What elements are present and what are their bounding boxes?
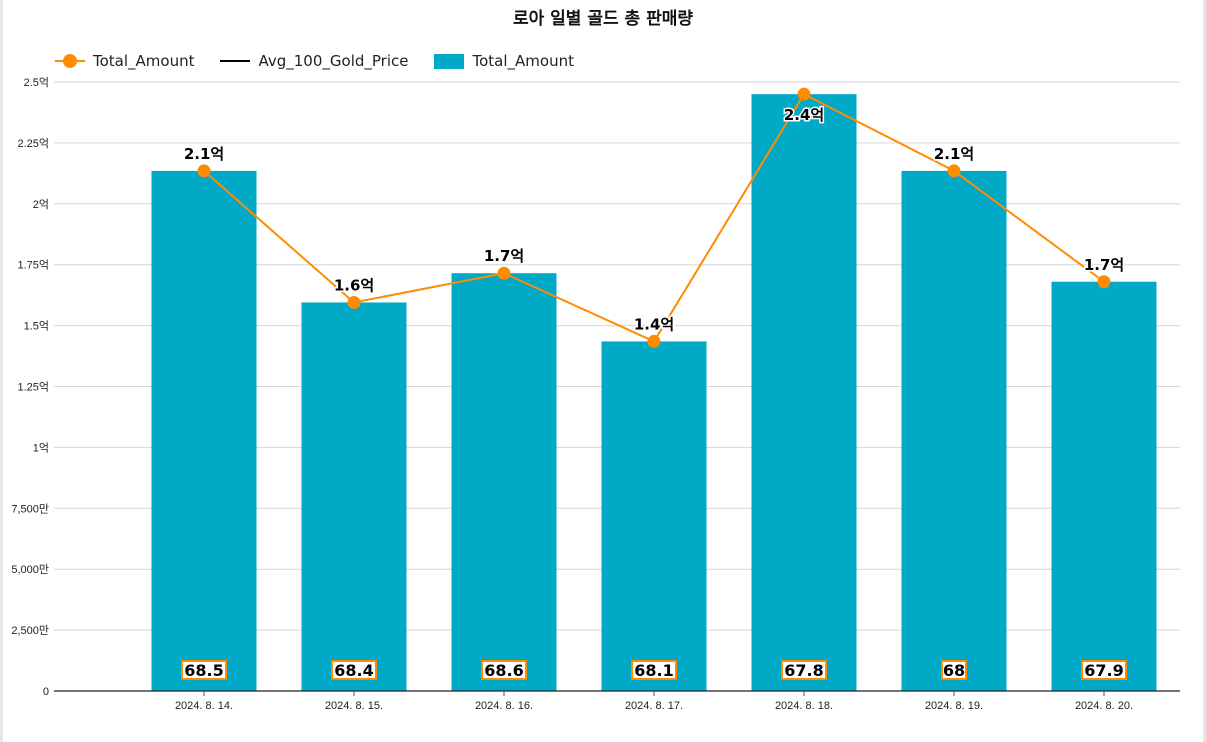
x-tick-label: 2024. 8. 20. [1075, 700, 1133, 712]
total-amount-data-label: 1.6억 [334, 276, 374, 294]
total-amount-point [497, 266, 511, 280]
y-tick-label: 2억 [33, 198, 49, 211]
bar [1051, 281, 1157, 691]
chart-title: 로아 일별 골드 총 판매량 [512, 9, 694, 29]
avg-price-data-label: 68.6 [484, 661, 523, 680]
y-tick-label: 2.25억 [17, 137, 49, 150]
frame-left-border [0, 0, 3, 742]
legend-item-total-amount-line[interactable]: Total_Amount [55, 52, 194, 70]
x-tick-label: 2024. 8. 16. [475, 700, 533, 712]
y-tick-label: 1.25억 [17, 381, 49, 394]
frame-right-border [1203, 0, 1206, 742]
x-tick-label: 2024. 8. 18. [775, 700, 833, 712]
price-label-box-inner [783, 662, 825, 678]
legend-label: Avg_100_Gold_Price [258, 52, 409, 70]
avg-price-data-label: 67.9 [1084, 661, 1123, 680]
total-amount-data-label: 1.7억 [484, 247, 524, 265]
total-amount-point [347, 295, 361, 309]
avg-price-data-label: 68.1 [634, 661, 673, 680]
line-marker-icon [55, 54, 85, 68]
total-amount-point [647, 334, 661, 348]
avg-price-data-label: 68.5 [184, 661, 223, 680]
y-tick-label: 7,500만 [11, 502, 49, 515]
y-tick-label: 2.5억 [24, 76, 49, 89]
bar [301, 302, 407, 691]
legend-item-avg-price[interactable]: Avg_100_Gold_Price [220, 52, 408, 70]
bar [601, 341, 707, 691]
total-amount-data-label: 2.1억 [934, 145, 974, 163]
legend-label: Total_Amount [93, 52, 195, 70]
line-icon [220, 60, 251, 62]
total-amount-point [947, 164, 961, 178]
y-tick-label: 1.75억 [17, 259, 49, 272]
y-tick-label: 1억 [33, 441, 49, 454]
y-tick-label: 0 [43, 686, 49, 698]
bar [901, 170, 1007, 691]
x-tick-label: 2024. 8. 17. [625, 700, 683, 712]
price-label-box-inner [943, 662, 965, 678]
price-label-box-inner [183, 662, 225, 678]
bar [151, 170, 257, 691]
avg-price-data-label: 67.8 [784, 661, 823, 680]
total-amount-point [1097, 275, 1111, 289]
x-tick-label: 2024. 8. 19. [925, 700, 983, 712]
y-tick-label: 5,000만 [11, 563, 49, 576]
avg-price-data-label: 68.4 [334, 661, 373, 680]
x-tick-label: 2024. 8. 15. [325, 700, 383, 712]
price-label-box-inner [633, 662, 675, 678]
legend: Total_Amount Avg_100_Gold_Price Total_Am… [55, 50, 600, 72]
total-amount-data-label: 1.4억 [634, 315, 674, 333]
total-amount-data-label: 2.1억 [184, 145, 224, 163]
total-amount-point [197, 164, 211, 178]
x-tick-label: 2024. 8. 14. [175, 700, 233, 712]
y-tick-label: 1.5억 [24, 320, 49, 333]
price-label-box-inner [1083, 662, 1125, 678]
avg-price-data-label: 68 [943, 661, 965, 680]
total-amount-point [797, 87, 811, 101]
bar-swatch-icon [434, 53, 465, 69]
bar [451, 273, 557, 691]
total-amount-data-label: 2.4억 [784, 106, 824, 124]
price-label-box-inner [333, 662, 375, 678]
legend-label: Total_Amount [472, 52, 574, 70]
total-amount-data-label: 1.7억 [1084, 256, 1124, 274]
price-label-box-inner [483, 662, 525, 678]
y-tick-label: 2,500만 [11, 624, 49, 637]
legend-item-total-amount-bar[interactable]: Total_Amount [434, 52, 574, 70]
bar [751, 94, 857, 692]
